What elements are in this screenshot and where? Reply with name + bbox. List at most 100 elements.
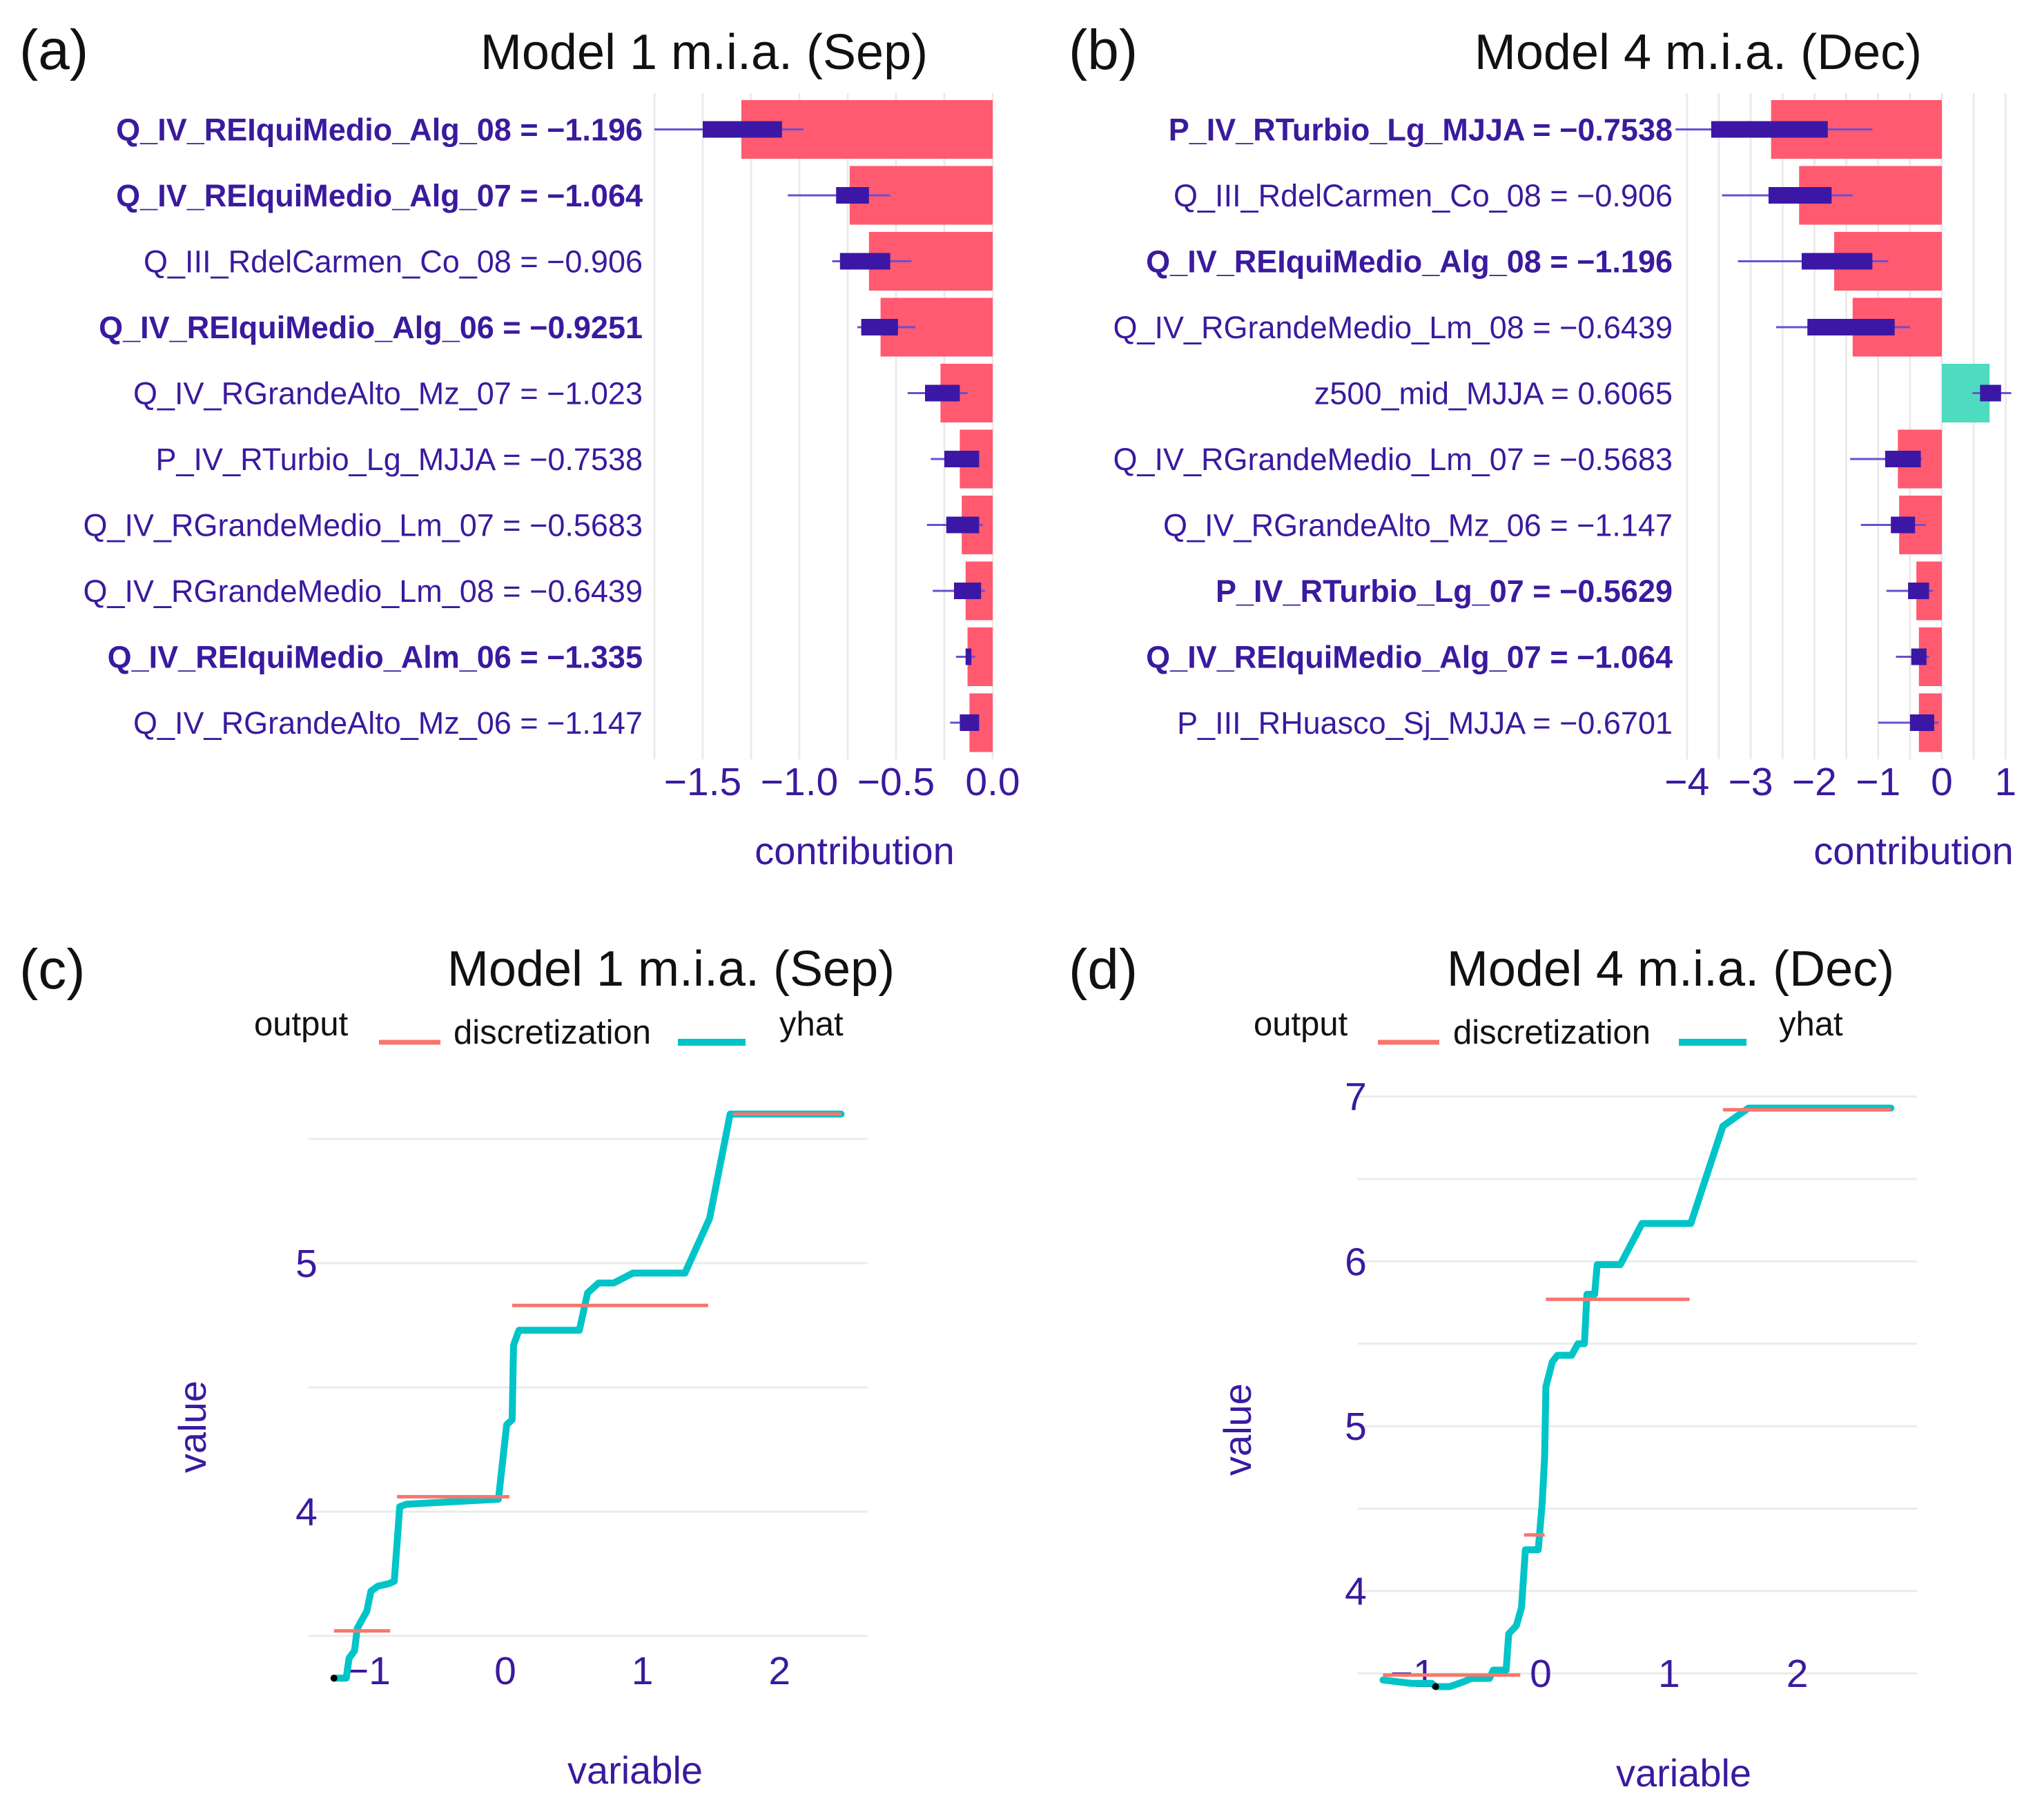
feature-row: Q_IV_REIquiMedio_Alg_08 = −1.196 (1146, 232, 1942, 291)
feature-row: Q_IV_RGrandeAlto_Mz_06 = −1.147 (1163, 496, 1942, 554)
boxplot-box (1909, 714, 1934, 731)
feature-label: Q_IV_RGrandeAlto_Mz_06 = −1.147 (133, 705, 643, 741)
boxplot-box (861, 319, 898, 335)
feature-label: P_IV_RTurbio_Lg_MJJA = −0.7538 (156, 442, 643, 477)
feature-row: Q_IV_REIquiMedio_Alg_06 = −0.9251 (99, 297, 993, 357)
y-axis-label: value (1216, 1383, 1259, 1476)
boxplot-box (944, 451, 980, 467)
feature-row: P_III_RHuasco_Sj_MJJA = −0.6701 (1177, 693, 1942, 752)
feature-label: Q_IV_RGrandeMedio_Lm_08 = −0.6439 (83, 574, 643, 609)
legend: output discretization yhat (254, 1006, 844, 1051)
legend-title: output (1254, 1006, 1348, 1043)
y-tick-label: 6 (1345, 1240, 1367, 1284)
legend: output discretization yhat (1254, 1006, 1843, 1051)
x-tick-label: 0 (1931, 760, 1953, 804)
x-axis-label: variable (567, 1748, 703, 1792)
feature-label: Q_IV_REIquiMedio_Alg_06 = −0.9251 (99, 310, 643, 345)
y-axis-label: value (171, 1380, 214, 1473)
boxplot-box (1911, 648, 1927, 665)
feature-label: Q_IV_REIquiMedio_Alg_07 = −1.064 (1146, 640, 1673, 675)
feature-label: Q_III_RdelCarmen_Co_08 = −0.906 (1174, 178, 1673, 213)
feature-label: z500_mid_MJJA = 0.6065 (1314, 376, 1673, 411)
feature-row: P_IV_RTurbio_Lg_07 = −0.5629 (1216, 561, 1942, 621)
boxplot-box (960, 714, 980, 731)
panel-title: Model 1 m.i.a. (Sep) (480, 25, 928, 80)
boxplot-box (1891, 516, 1916, 534)
x-tick-label: −4 (1664, 760, 1709, 804)
boxplot-box (1807, 319, 1895, 335)
feature-row: z500_mid_MJJA = 0.6065 (1314, 364, 2012, 422)
legend-label-discretization: discretization (454, 1014, 651, 1051)
boxplot-box (954, 583, 982, 599)
y-tick-label: 4 (1345, 1570, 1367, 1614)
legend-title: output (254, 1006, 349, 1043)
x-tick-label: −1.0 (761, 760, 839, 804)
feature-row: Q_IV_RGrandeMedio_Lm_08 = −0.6439 (83, 561, 993, 621)
contribution-panel-a: (a) Model 1 m.i.a. (Sep) Q_IV_REIquiMedio_… (19, 19, 1020, 872)
boxplot-box (925, 384, 960, 402)
x-tick-label: −0.5 (857, 760, 935, 804)
x-axis-label: variable (1616, 1751, 1751, 1795)
panel-title: Model 1 m.i.a. (Sep) (447, 941, 895, 997)
panel-tag: (d) (1069, 938, 1138, 1001)
observation-point (1432, 1683, 1439, 1690)
feature-row: Q_IV_REIquiMedio_Alm_06 = −1.335 (108, 627, 993, 686)
feature-label: Q_IV_REIquiMedio_Alm_06 = −1.335 (108, 640, 643, 675)
boxplot-box (1711, 121, 1828, 138)
y-tick-label: 4 (295, 1490, 318, 1534)
feature-row: Q_IV_RGrandeMedio_Lm_08 = −0.6439 (1113, 297, 1942, 357)
feature-row: Q_IV_RGrandeMedio_Lm_07 = −0.5683 (83, 496, 993, 554)
panel-title: Model 4 m.i.a. (Dec) (1474, 25, 1922, 80)
yhat-line (330, 1111, 845, 1682)
x-tick-label: −3 (1729, 760, 1773, 804)
x-tick-label: 2 (768, 1649, 790, 1693)
y-tick-label: 5 (295, 1242, 318, 1286)
boxplot-box (703, 121, 782, 138)
x-tick-label: 1 (1994, 760, 2016, 804)
feature-label: Q_IV_RGrandeMedio_Lm_07 = −0.5683 (83, 508, 643, 543)
x-tick-label: 0 (1530, 1652, 1552, 1696)
feature-row: Q_IV_REIquiMedio_Alg_07 = −1.064 (116, 166, 993, 225)
y-tick-label: 7 (1345, 1075, 1367, 1120)
feature-label: Q_IV_REIquiMedio_Alg_07 = −1.064 (116, 178, 643, 213)
x-tick-label: −2 (1792, 760, 1837, 804)
panel-tag: (c) (19, 938, 86, 1001)
feature-row: Q_IV_REIquiMedio_Alg_08 = −1.196 (116, 100, 993, 159)
profile-panel-c: (c) Model 1 m.i.a. (Sep) output discretizat… (19, 938, 895, 1792)
feature-row: Q_III_RdelCarmen_Co_08 = −0.906 (144, 232, 993, 291)
panel-tag: (a) (19, 19, 88, 81)
yhat-line (1379, 1104, 1895, 1690)
feature-row: Q_IV_RGrandeAlto_Mz_06 = −1.147 (133, 693, 993, 752)
boxplot-box (839, 253, 890, 270)
feature-label: Q_IV_RGrandeAlto_Mz_07 = −1.023 (133, 376, 643, 411)
panel-tag: (b) (1069, 19, 1138, 81)
feature-row: P_IV_RTurbio_Lg_MJJA = −0.7538 (1169, 100, 1942, 159)
profile-panel-d: (d) Model 4 m.i.a. (Dec) output discretizat… (1069, 938, 1917, 1795)
boxplot-box (1801, 253, 1873, 270)
boxplot-box (1768, 187, 1832, 204)
x-tick-label: 0.0 (965, 760, 1020, 804)
boxplot-box (836, 187, 869, 204)
legend-label-yhat: yhat (1779, 1006, 1843, 1043)
x-tick-label: 1 (632, 1649, 654, 1693)
panel-title: Model 4 m.i.a. (Dec) (1447, 941, 1894, 997)
boxplot-box (1980, 384, 2001, 402)
feature-label: Q_IV_RGrandeMedio_Lm_07 = −0.5683 (1113, 442, 1673, 477)
feature-label: Q_IV_RGrandeAlto_Mz_06 = −1.147 (1163, 508, 1673, 543)
x-tick-label: −1 (1856, 760, 1900, 804)
contribution-panel-b: (b) Model 4 m.i.a. (Dec) P_IV_RTurbio_Lg_M… (1069, 19, 2016, 872)
feature-label: Q_III_RdelCarmen_Co_08 = −0.906 (144, 244, 643, 280)
boxplot-box (1908, 583, 1929, 599)
x-axis-label: contribution (1813, 829, 2014, 872)
feature-row: Q_IV_RGrandeMedio_Lm_07 = −0.5683 (1113, 429, 1942, 489)
feature-label: P_III_RHuasco_Sj_MJJA = −0.6701 (1177, 705, 1673, 741)
feature-row: Q_IV_RGrandeAlto_Mz_07 = −1.023 (133, 364, 993, 422)
boxplot-box (946, 516, 980, 534)
feature-label: Q_IV_RGrandeMedio_Lm_08 = −0.6439 (1113, 310, 1673, 345)
feature-label: Q_IV_REIquiMedio_Alg_08 = −1.196 (116, 113, 643, 148)
feature-row: P_IV_RTurbio_Lg_MJJA = −0.7538 (156, 429, 993, 489)
feature-row: Q_III_RdelCarmen_Co_08 = −0.906 (1174, 166, 1942, 225)
observation-point (330, 1675, 338, 1682)
x-tick-label: 1 (1658, 1652, 1680, 1696)
legend-label-yhat: yhat (779, 1006, 844, 1043)
